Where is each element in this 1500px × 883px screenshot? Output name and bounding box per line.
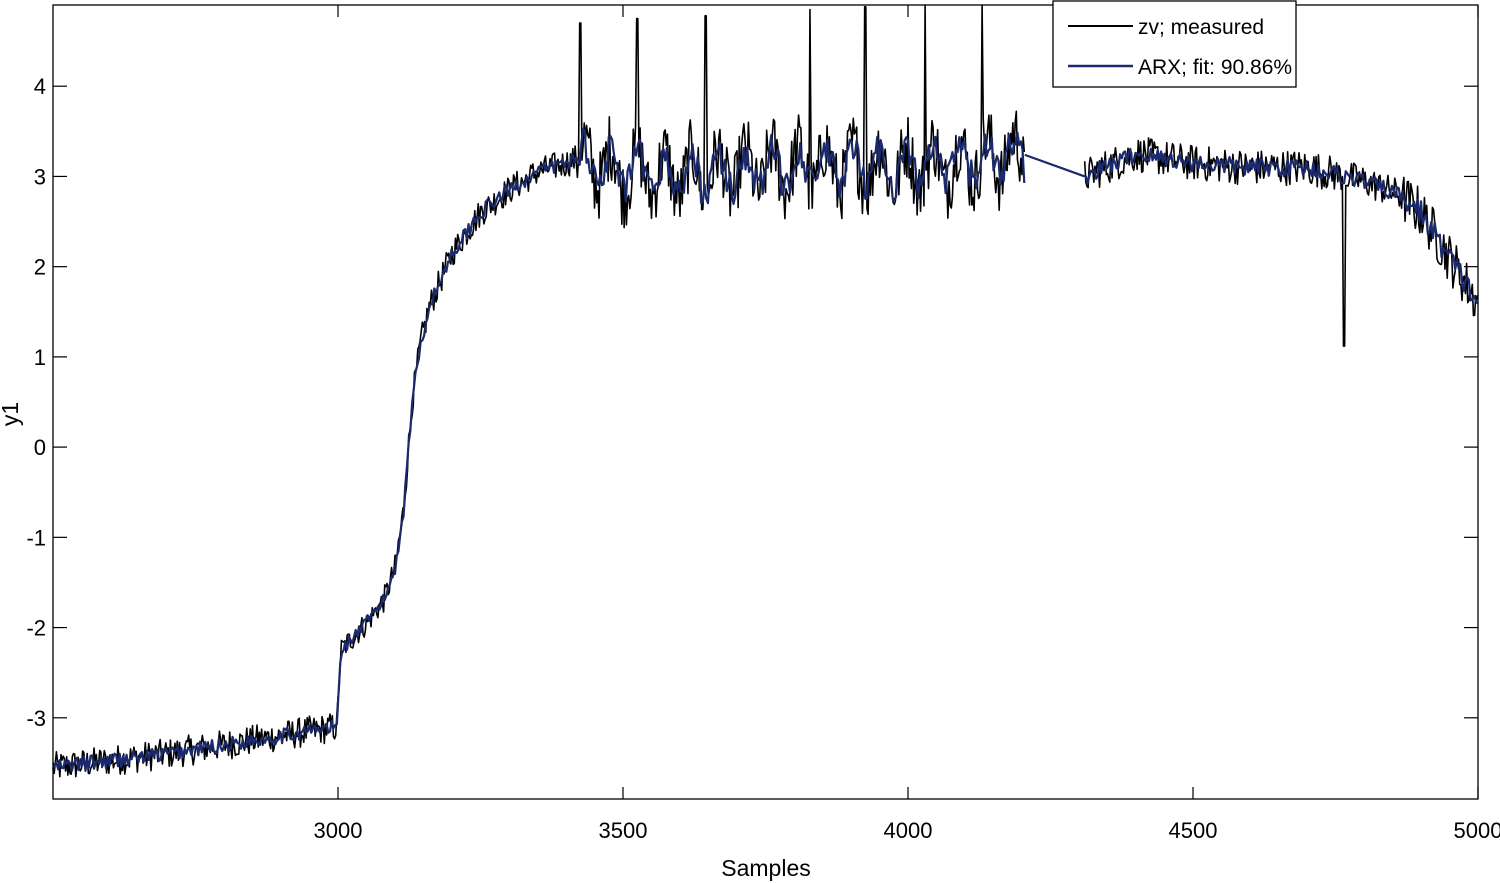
y-tick-label: 1	[34, 345, 46, 370]
x-tick-label: 4500	[1169, 818, 1218, 843]
ticks-layer: 3000 3500 4000 4500 5000 -3 -2 -1 0 1 2 3 4	[26, 5, 1500, 843]
x-tick-label: 3000	[314, 818, 363, 843]
plot-area: 3000 3500 4000 4500 5000 -3 -2 -1 0 1 2 3 4	[26, 4, 1500, 843]
series-line-arx	[51, 128, 1479, 773]
y-tick-label: 4	[34, 74, 46, 99]
axes-frame	[52, 4, 1479, 800]
y-tick-label: 2	[34, 255, 46, 280]
y-tick-label: 3	[34, 164, 46, 189]
legend-label-arx: ARX; fit: 90.86%	[1138, 56, 1292, 79]
series-line-measured	[52, 4, 1479, 778]
legend: zv; measured ARX; fit: 90.86%	[1052, 0, 1297, 88]
y-tick-label: -2	[26, 616, 46, 641]
x-tick-label: 3500	[599, 818, 648, 843]
axes-background	[53, 5, 1478, 799]
y-tick-label: 0	[34, 435, 46, 460]
series-gap-arx	[1024, 153, 1086, 178]
x-axis-title: Samples	[721, 855, 810, 881]
series-layer	[51, 4, 1479, 778]
legend-box	[1052, 0, 1297, 88]
y-axis-title: y1	[0, 402, 23, 426]
y-tick-label: -3	[26, 706, 46, 731]
y-tick-label: -1	[26, 525, 46, 550]
legend-label-measured: zv; measured	[1138, 16, 1264, 39]
x-tick-label: 5000	[1454, 818, 1500, 843]
x-tick-label: 4000	[884, 818, 933, 843]
